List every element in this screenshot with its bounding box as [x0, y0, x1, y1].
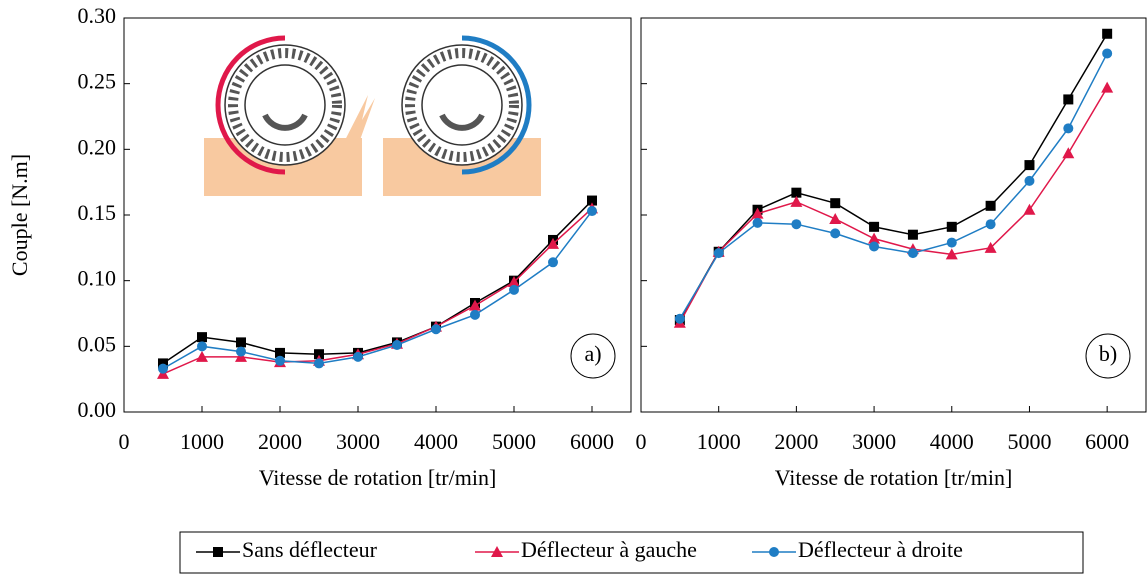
marker — [1102, 28, 1113, 39]
marker — [547, 237, 559, 249]
marker — [470, 309, 480, 320]
y-tick-label: 0.25 — [78, 69, 117, 94]
marker — [985, 200, 996, 211]
marker — [1062, 147, 1075, 159]
marker — [868, 232, 881, 244]
annotation-circle — [1085, 333, 1131, 379]
marker — [196, 350, 208, 362]
marker — [1023, 203, 1036, 215]
marker — [353, 351, 363, 362]
marker — [1063, 123, 1074, 134]
marker — [674, 313, 685, 324]
marker — [508, 275, 520, 287]
marker — [946, 221, 957, 232]
marker — [751, 207, 764, 219]
marker — [236, 346, 246, 357]
marker — [984, 241, 997, 253]
x-tick-label: 1000 — [697, 429, 741, 454]
series-line — [679, 33, 1108, 321]
x-tick-label: 3000 — [336, 429, 380, 454]
marker — [869, 221, 880, 232]
legend-marker — [213, 547, 223, 557]
series-line — [162, 210, 593, 370]
x-tick-label: 2000 — [258, 429, 302, 454]
plot-frame — [640, 17, 1147, 413]
annotation: b) — [1099, 341, 1117, 366]
marker — [907, 248, 918, 259]
illustration — [204, 35, 541, 196]
marker — [275, 355, 285, 366]
y-tick-label: 0.15 — [78, 200, 117, 225]
marker — [791, 187, 802, 198]
series-line — [162, 207, 593, 375]
marker — [907, 229, 918, 240]
marker — [548, 257, 558, 268]
marker — [869, 241, 880, 252]
legend-marker — [769, 547, 779, 557]
marker — [158, 358, 168, 369]
marker — [158, 363, 168, 374]
x-tick-label: 0 — [636, 429, 647, 454]
legend-label: Déflecteur à droite — [798, 537, 963, 562]
marker — [830, 198, 841, 209]
x-tick-label: 3000 — [852, 429, 896, 454]
marker — [469, 299, 481, 311]
x-tick-label: 6000 — [570, 429, 614, 454]
marker — [790, 195, 803, 207]
marker — [829, 212, 842, 224]
x-tick-label: 5000 — [492, 429, 536, 454]
y-tick-label: 0.20 — [78, 134, 117, 159]
series-line — [679, 87, 1108, 324]
annotation-circle — [570, 333, 616, 379]
legend-label: Sans déflecteur — [242, 537, 378, 562]
x-tick-label: 5000 — [1007, 429, 1051, 454]
marker — [985, 219, 996, 230]
series-line — [162, 200, 593, 365]
marker — [1024, 160, 1035, 171]
y-tick-label: 0.30 — [78, 3, 117, 28]
plot-frame — [123, 17, 632, 413]
marker — [1102, 48, 1113, 59]
x-tick-label: 4000 — [930, 429, 974, 454]
legend-box — [179, 531, 1084, 574]
marker — [752, 217, 763, 228]
marker — [314, 358, 324, 369]
y-tick-label: 0.10 — [78, 266, 117, 291]
y-tick-label: 0.05 — [78, 331, 117, 356]
marker — [587, 206, 597, 217]
marker — [509, 284, 519, 295]
marker — [275, 347, 285, 358]
series-line — [679, 53, 1108, 320]
marker — [713, 248, 724, 259]
marker — [1101, 81, 1114, 93]
annotation: a) — [584, 341, 601, 366]
x-tick-label: 1000 — [180, 429, 224, 454]
legend-marker — [491, 546, 503, 557]
x-tick-label: 6000 — [1085, 429, 1129, 454]
marker — [791, 219, 802, 230]
y-tick-label: 0.00 — [78, 397, 117, 422]
marker — [1024, 175, 1035, 186]
marker — [1063, 94, 1074, 105]
y-axis-label: Couple [N.m] — [7, 154, 32, 276]
marker — [392, 340, 402, 351]
marker — [236, 337, 246, 348]
x-tick-label: 2000 — [774, 429, 818, 454]
x-tick-label: 0 — [119, 429, 130, 454]
x-tick-label: 4000 — [414, 429, 458, 454]
marker — [197, 332, 207, 343]
marker — [830, 228, 841, 239]
marker — [314, 349, 324, 360]
x-axis-label: Vitesse de rotation [tr/min] — [775, 465, 1013, 490]
legend-label: Déflecteur à gauche — [521, 537, 697, 562]
marker — [197, 341, 207, 352]
marker — [431, 324, 441, 335]
marker — [945, 248, 958, 260]
marker — [587, 195, 597, 206]
x-axis-label: Vitesse de rotation [tr/min] — [259, 465, 497, 490]
marker — [946, 237, 957, 248]
